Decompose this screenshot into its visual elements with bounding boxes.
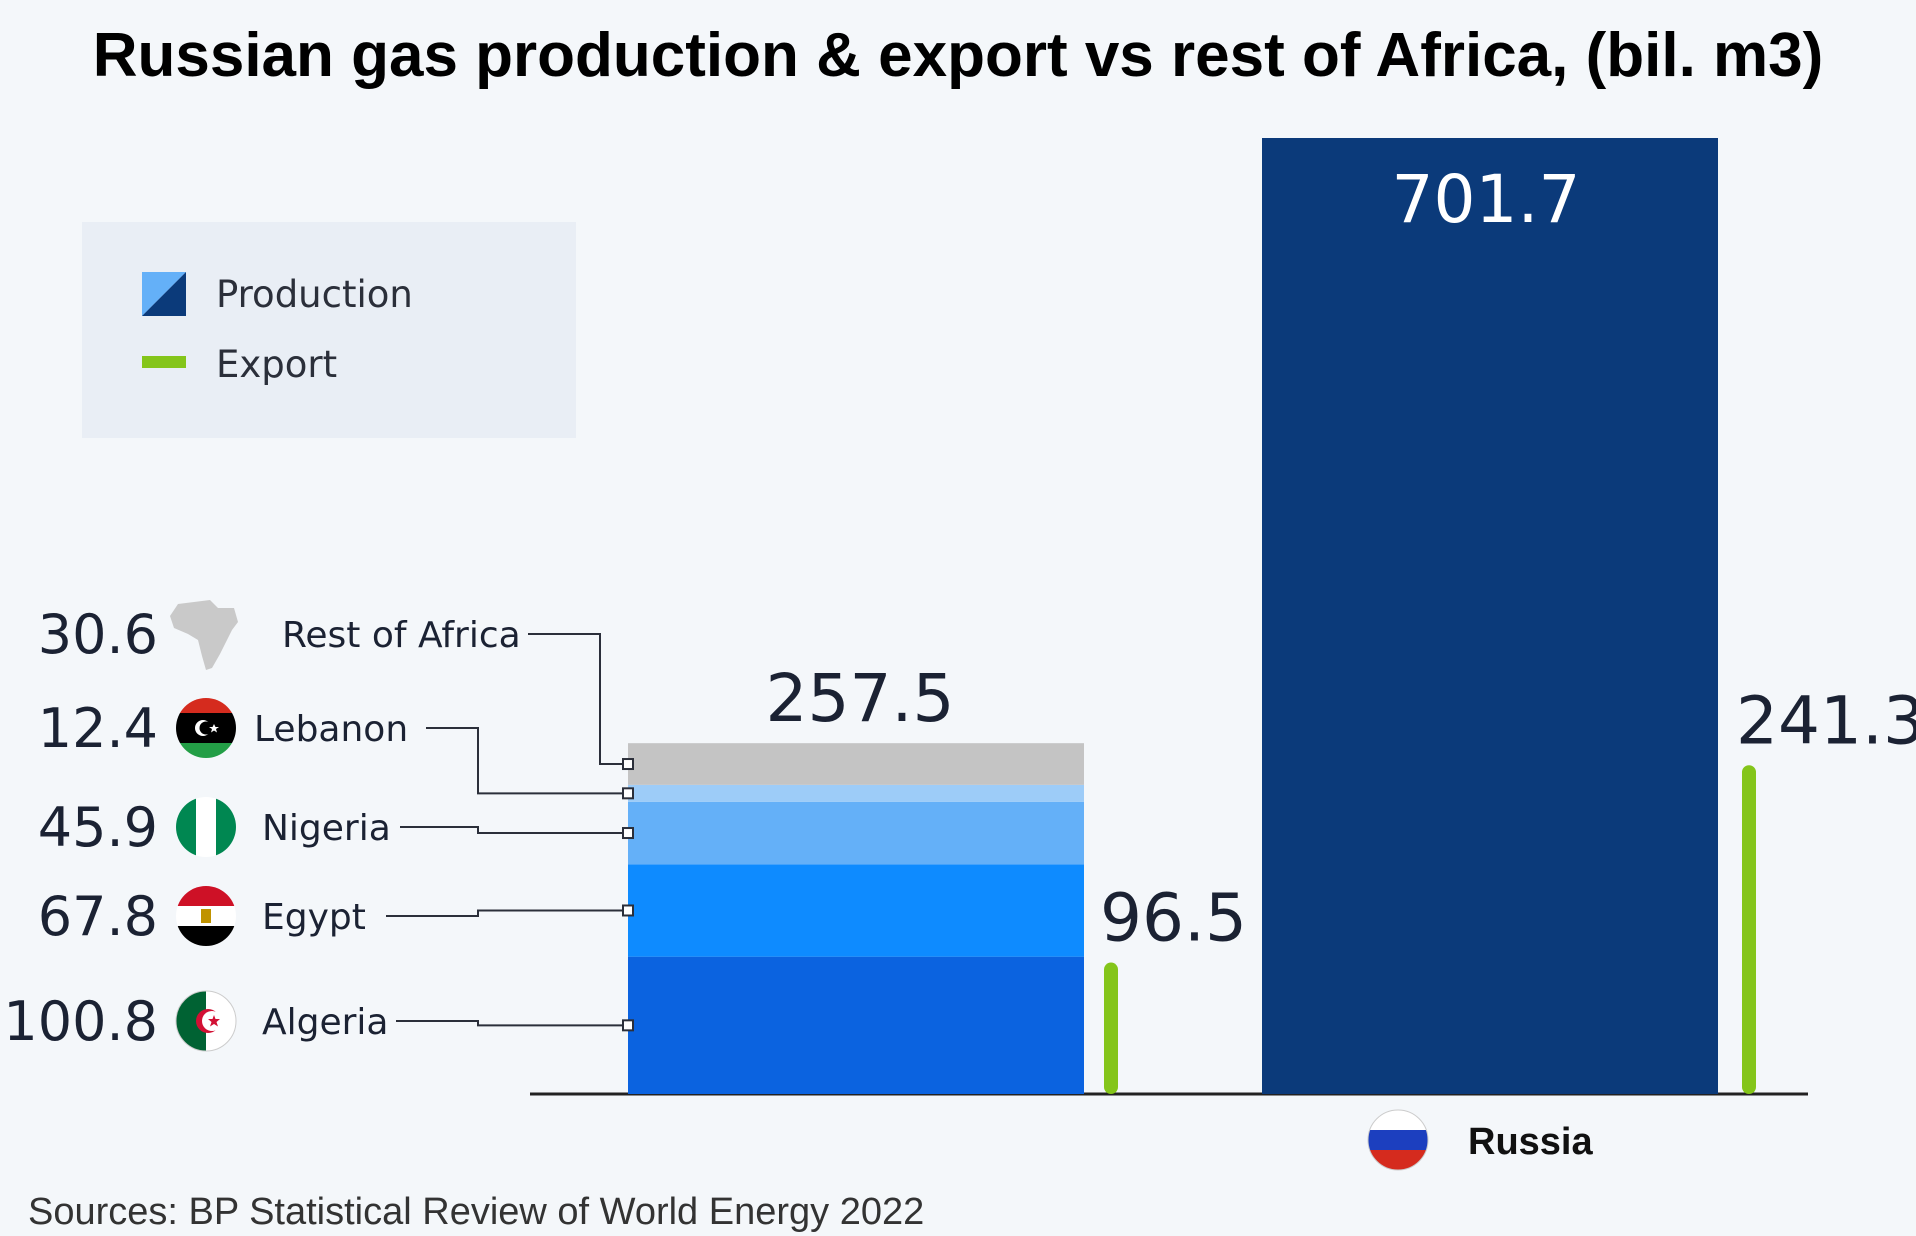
africa-total-label: 257.5 (766, 660, 955, 737)
russia-category-label: Russia (1468, 1121, 1593, 1163)
segment-value-egypt: 67.8 (38, 885, 158, 948)
libya-flag-icon (176, 698, 236, 758)
africa-segment-rest-of-africa (628, 743, 1084, 785)
africa-segment-nigeria (628, 801, 1084, 865)
africa-segment-egypt (628, 864, 1084, 957)
legend-export-label: Export (216, 343, 337, 386)
leader-marker-rest-of-africa (622, 758, 634, 771)
segment-label-egypt: Egypt (262, 897, 366, 938)
segment-value-nigeria: 45.9 (38, 796, 158, 859)
segment-label-lebanon: Lebanon (254, 709, 408, 750)
legend-box (82, 222, 576, 438)
russia-production-bar (1262, 138, 1718, 1094)
leader-line-rest-of-africa (528, 633, 628, 766)
leader-line-nigeria (400, 826, 628, 835)
leader-marker-egypt (622, 904, 634, 917)
africa-segment-lebanon (628, 784, 1084, 802)
russia-flag-icon (1367, 1109, 1429, 1171)
leader-line-lebanon (426, 727, 628, 795)
nigeria-flag-icon (176, 797, 236, 857)
africa-segment-algeria (628, 956, 1084, 1094)
legend-production-icon (142, 272, 186, 316)
africa-stacked-bar (628, 743, 1084, 1094)
leader-marker-nigeria (622, 827, 634, 840)
leader-marker-algeria (622, 1019, 634, 1032)
segment-value-algeria: 100.8 (3, 990, 158, 1053)
legend-production-label: Production (216, 273, 413, 316)
leader-line-egypt (386, 909, 628, 917)
russia-export-label: 241.3 (1736, 682, 1916, 759)
segment-value-lebanon: 12.4 (38, 697, 158, 760)
africa-continent-icon (170, 600, 238, 670)
algeria-flag-icon (175, 990, 237, 1052)
africa-export-label: 96.5 (1100, 880, 1247, 957)
chart-title: Russian gas production & export vs rest … (93, 21, 1824, 90)
segment-label-rest-of-africa: Rest of Africa (282, 615, 521, 656)
legend-export-swatch (142, 356, 186, 368)
segment-label-nigeria: Nigeria (262, 808, 391, 849)
africa-export-bar (1104, 962, 1118, 1094)
legend: Production Export (82, 222, 576, 438)
egypt-flag-icon (176, 886, 236, 946)
segment-value-rest-of-africa: 30.6 (38, 603, 158, 666)
segment-label-algeria: Algeria (262, 1002, 389, 1043)
russia-production-label: 701.7 (1392, 161, 1581, 238)
russia-export-bar (1742, 765, 1756, 1094)
leader-line-algeria (396, 1020, 628, 1027)
source-note: Sources: BP Statistical Review of World … (28, 1191, 924, 1233)
leader-marker-lebanon (622, 787, 634, 800)
africa-segment-labels: 100.8 Algeria 67.8 Egypt 45.9 Nigeria 12.4 Leba… (3, 603, 634, 1053)
